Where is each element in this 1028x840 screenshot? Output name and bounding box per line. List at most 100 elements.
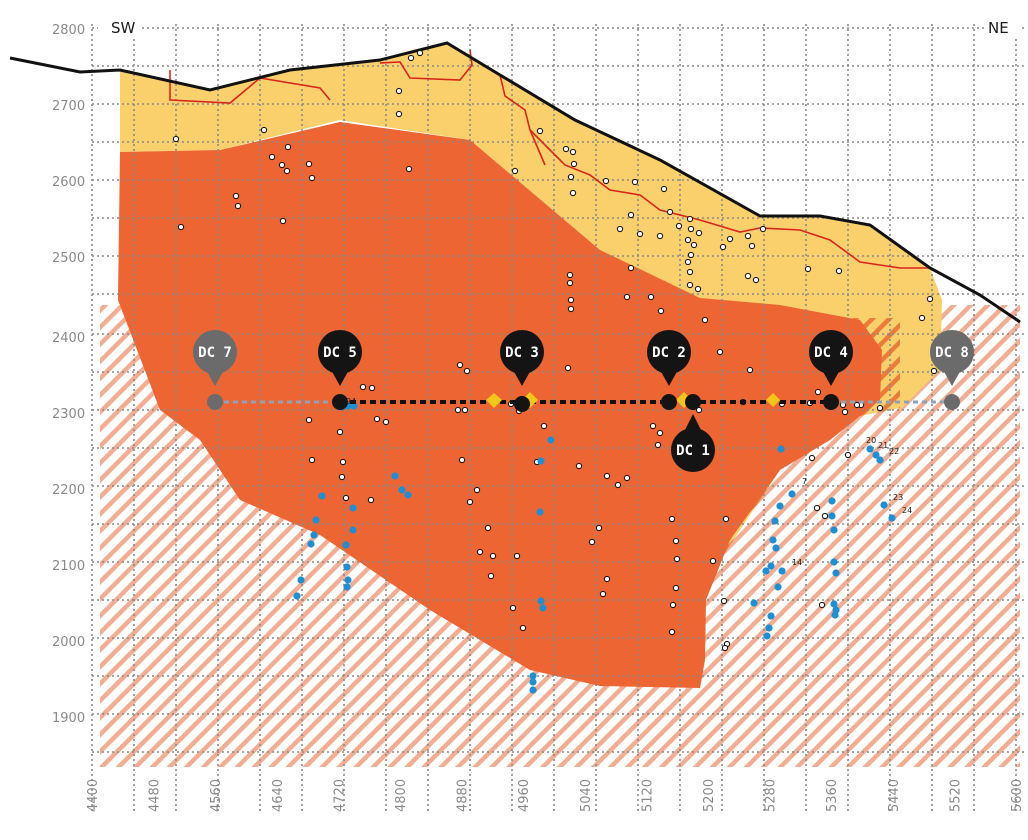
sample-point	[686, 215, 694, 223]
blue-sample-point	[771, 517, 779, 525]
blue-sample-point	[763, 632, 771, 640]
blue-sample-point	[307, 540, 315, 548]
blue-sample-points	[293, 402, 896, 694]
sample-point	[627, 264, 635, 272]
sample-point	[308, 456, 316, 464]
sample-point	[305, 160, 313, 168]
sample-point	[484, 524, 492, 532]
sample-point	[930, 367, 938, 375]
sample-point	[476, 548, 484, 556]
sample-point	[835, 267, 843, 275]
sample-point	[694, 285, 702, 293]
sample-point	[814, 388, 822, 396]
sample-point	[283, 167, 291, 175]
sample-point	[602, 177, 610, 185]
pin-dc-7: DC 7	[193, 330, 237, 410]
blue-sample-point	[830, 558, 838, 566]
sample-point	[473, 486, 481, 494]
blue-sample-point	[349, 504, 357, 512]
sample-point	[359, 383, 367, 391]
sample-point	[841, 408, 849, 416]
blue-sample-point	[828, 512, 836, 520]
sample-point	[746, 366, 754, 374]
blue-sample-point	[539, 604, 547, 612]
sample-point	[567, 173, 575, 181]
sample-point	[599, 590, 607, 598]
dist-tick-4720: 4720	[332, 779, 347, 812]
sample-point	[342, 494, 350, 502]
label-23: 23	[893, 493, 903, 502]
elev-tick-2800: 2800	[52, 23, 85, 38]
blue-sample-point	[762, 567, 770, 575]
sample-point	[466, 498, 474, 506]
orientation-right-label: NE	[988, 19, 1009, 37]
blue-sample-point	[872, 451, 880, 459]
sample-point	[260, 126, 268, 134]
blue-sample-point	[767, 612, 775, 620]
sample-point	[570, 160, 578, 168]
blue-sample-point	[880, 501, 888, 509]
sample-point	[595, 524, 603, 532]
label-24: 24	[902, 506, 912, 515]
sample-point	[844, 451, 852, 459]
sample-point	[395, 110, 403, 118]
sample-point	[536, 127, 544, 135]
blue-sample-point	[831, 611, 839, 619]
dist-tick-4640: 4640	[271, 779, 286, 812]
blue-sample-point	[888, 514, 896, 522]
sample-point	[720, 597, 728, 605]
dist-tick-5520: 5520	[948, 779, 963, 812]
sample-point	[603, 472, 611, 480]
elev-tick-2200: 2200	[52, 483, 85, 498]
blue-sample-point	[344, 576, 352, 584]
label-14: 14	[792, 558, 802, 567]
elev-tick-2700: 2700	[52, 99, 85, 114]
sample-point	[623, 293, 631, 301]
dist-tick-5200: 5200	[702, 779, 717, 812]
blue-sample-point	[769, 536, 777, 544]
blue-sample-point	[343, 563, 351, 571]
dist-tick-4480: 4480	[148, 779, 163, 812]
sample-point	[656, 429, 664, 437]
sample-point	[687, 225, 695, 233]
sample-point	[669, 601, 677, 609]
sample-point	[461, 406, 469, 414]
pin-dc-5: DC 5	[318, 330, 362, 410]
sample-point	[567, 305, 575, 313]
blue-sample-point	[774, 583, 782, 591]
yellow-markers	[486, 392, 780, 408]
sample-point	[382, 418, 390, 426]
blue-sample-point	[350, 402, 358, 410]
blue-sample-point	[312, 516, 320, 524]
sample-point	[367, 496, 375, 504]
sample-point	[675, 222, 683, 230]
sample-point	[726, 235, 734, 243]
blue-sample-point	[772, 544, 780, 552]
blue-sample-point	[293, 592, 301, 600]
blue-sample-point	[529, 672, 537, 680]
sample-point	[562, 145, 570, 153]
dist-tick-5280: 5280	[764, 779, 779, 812]
dist-tick-4800: 4800	[394, 779, 409, 812]
blue-sample-point	[765, 624, 773, 632]
sample-point	[808, 454, 816, 462]
sample-point	[172, 135, 180, 143]
sample-point	[876, 404, 884, 412]
blue-sample-point	[529, 686, 537, 694]
sample-point	[588, 538, 596, 546]
pin-label: DC 4	[814, 345, 848, 361]
label-22: 22	[889, 447, 899, 456]
sample-point	[336, 428, 344, 436]
pin-label: DC 1	[676, 443, 710, 459]
blue-sample-point	[832, 569, 840, 577]
blue-sample-point	[537, 457, 545, 465]
sample-point	[853, 401, 861, 409]
blue-sample-point	[750, 599, 758, 607]
label-7: 7	[802, 477, 807, 486]
sample-point	[684, 258, 692, 266]
sample-point	[489, 552, 497, 560]
pin-label: DC 2	[652, 345, 686, 361]
sample-point	[686, 268, 694, 276]
sample-point	[627, 211, 635, 219]
